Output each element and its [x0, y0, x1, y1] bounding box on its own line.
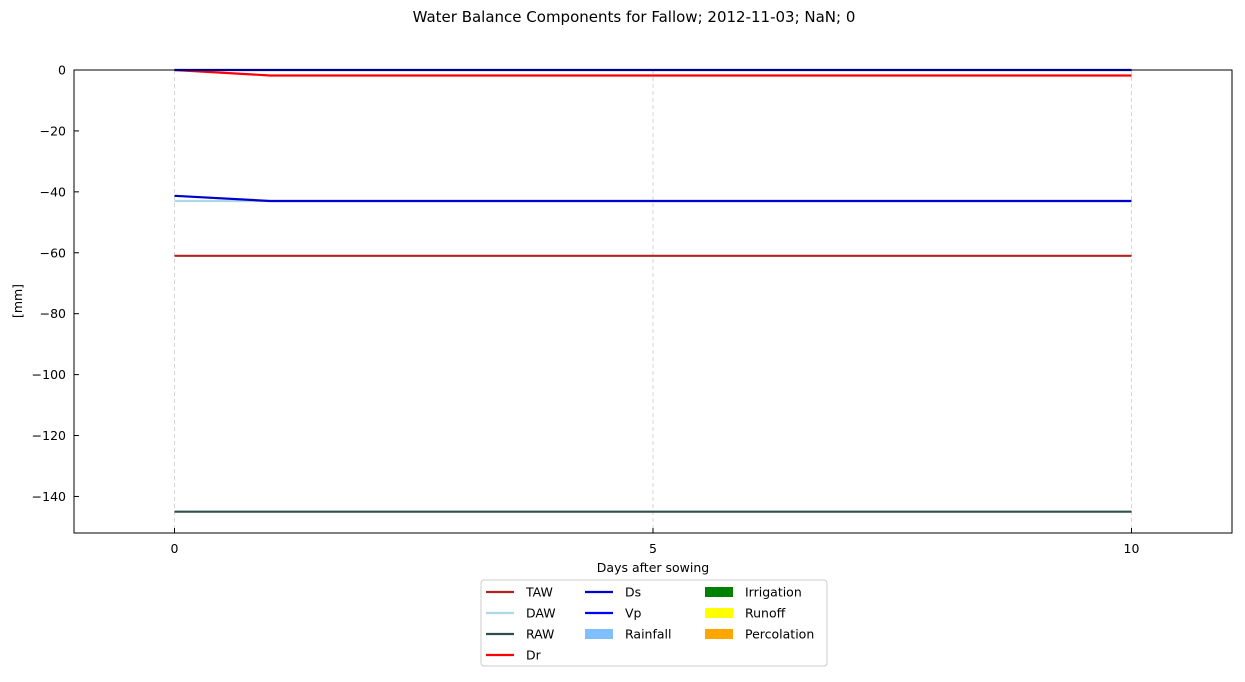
y-tick-label: −120 [32, 428, 66, 443]
legend-label-ds: Ds [625, 585, 641, 600]
legend-swatch-percolation [705, 629, 733, 639]
x-tick-label: 10 [1124, 541, 1140, 556]
legend: TAW DAW RAW Dr Ds Vp Rainfall Irrigation Runoff P… [480, 579, 828, 667]
legend-label-rainfall: Rainfall [625, 627, 671, 642]
x-tick-label: 5 [649, 541, 657, 556]
legend-label-raw: RAW [526, 627, 554, 642]
legend-label-daw: DAW [526, 606, 556, 621]
y-tick-label: 0 [58, 63, 66, 78]
y-tick-label: −140 [32, 489, 66, 504]
y-tick-label: −20 [40, 123, 66, 138]
x-axis-label: Days after sowing [597, 560, 709, 575]
legend-label-dr: Dr [526, 648, 542, 663]
legend-swatch-irrigation [705, 587, 733, 597]
legend-frame [480, 579, 828, 667]
y-tick-label: −100 [32, 367, 66, 382]
legend-swatch-runoff [705, 608, 733, 618]
series-line-ds [174, 194, 1132, 203]
legend-label-irrigation: Irrigation [745, 585, 802, 600]
x-tick-label: 0 [171, 541, 179, 556]
legend-label-runoff: Runoff [745, 606, 786, 621]
chart-title: Water Balance Components for Fallow; 201… [413, 8, 856, 26]
legend-swatch-rainfall [585, 629, 613, 639]
legend-label-taw: TAW [525, 585, 553, 600]
tick-layer: 0 5 10 0 −20 −40 −60 −80 −100 −120 −140 [32, 63, 1140, 557]
series-line-dr [174, 68, 1132, 77]
y-axis-label: [mm] [10, 284, 25, 318]
y-tick-label: −40 [40, 184, 66, 199]
y-tick-label: −60 [40, 245, 66, 260]
legend-label-percolation: Percolation [745, 627, 814, 642]
grid-layer [174, 70, 1132, 533]
y-tick-label: −80 [40, 306, 66, 321]
legend-label-vp: Vp [625, 606, 642, 621]
